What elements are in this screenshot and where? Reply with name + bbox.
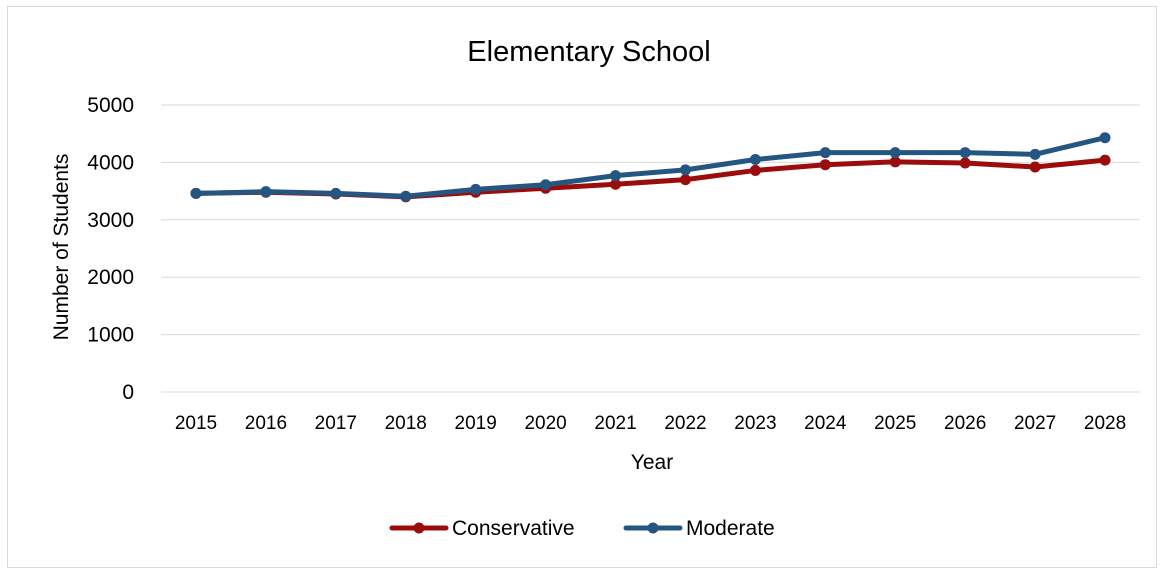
x-axis-ticks: 2015 2016 2017 2018 2019 2020 2021 2022 2023 2024…	[175, 413, 1126, 434]
data-point	[1099, 132, 1111, 144]
legend-label: Conservative	[452, 517, 575, 540]
data-point	[959, 147, 971, 159]
data-point	[749, 164, 761, 176]
x-tick-label: 2020	[524, 413, 566, 434]
data-point	[330, 187, 342, 199]
data-point	[400, 190, 412, 202]
y-tick-label: 1000	[87, 324, 134, 347]
legend-marker	[413, 522, 425, 534]
data-point	[819, 147, 831, 159]
data-point	[260, 186, 272, 198]
series-moderate	[190, 132, 1111, 202]
gridlines	[161, 104, 1140, 393]
y-tick-label: 4000	[87, 151, 134, 174]
x-tick-label: 2022	[664, 413, 706, 434]
series-lines	[190, 132, 1111, 203]
y-tick-label: 0	[122, 381, 134, 404]
chart-frame: Elementary School 0 1000 2000 3000 4000 5000 …	[7, 6, 1157, 568]
data-point	[470, 183, 482, 195]
x-tick-label: 2021	[594, 413, 636, 434]
data-point	[1029, 161, 1041, 173]
x-tick-label: 2019	[455, 413, 497, 434]
data-point	[610, 178, 622, 190]
data-point	[679, 164, 691, 176]
x-tick-label: 2027	[1014, 413, 1056, 434]
legend-label: Moderate	[686, 517, 775, 540]
data-point	[610, 170, 622, 182]
x-tick-label: 2026	[944, 413, 986, 434]
y-tick-label: 3000	[87, 209, 134, 232]
data-point	[190, 187, 202, 199]
x-tick-label: 2016	[245, 413, 287, 434]
y-tick-label: 5000	[87, 94, 134, 117]
legend-item: Conservative	[389, 517, 575, 540]
x-tick-label: 2025	[874, 413, 916, 434]
x-axis-label: Year	[631, 451, 673, 474]
data-point	[1099, 154, 1111, 166]
data-point	[540, 179, 552, 191]
data-point	[749, 154, 761, 166]
series-line	[193, 135, 1108, 199]
y-tick-label: 2000	[87, 266, 134, 289]
x-tick-label: 2015	[175, 413, 217, 434]
data-point	[959, 157, 971, 169]
data-point	[889, 156, 901, 168]
x-tick-label: 2017	[315, 413, 357, 434]
y-axis-ticks: 0 1000 2000 3000 4000 5000	[87, 94, 134, 404]
data-point	[1029, 148, 1041, 160]
legend-item: Moderate	[623, 517, 775, 540]
legend-marker	[647, 522, 659, 534]
x-tick-label: 2024	[804, 413, 847, 434]
line-chart: Elementary School 010002000300040005000 …	[50, 36, 1140, 540]
x-tick-label: 2023	[734, 413, 776, 434]
data-point	[679, 174, 691, 186]
x-tick-label: 2018	[385, 413, 427, 434]
data-point	[819, 159, 831, 171]
data-point	[889, 147, 901, 159]
legend: Conservative Moderate	[389, 517, 775, 540]
y-axis-label: Number of Students	[50, 154, 73, 341]
x-tick-label: 2028	[1084, 413, 1126, 434]
chart-title: Elementary School	[467, 36, 710, 68]
